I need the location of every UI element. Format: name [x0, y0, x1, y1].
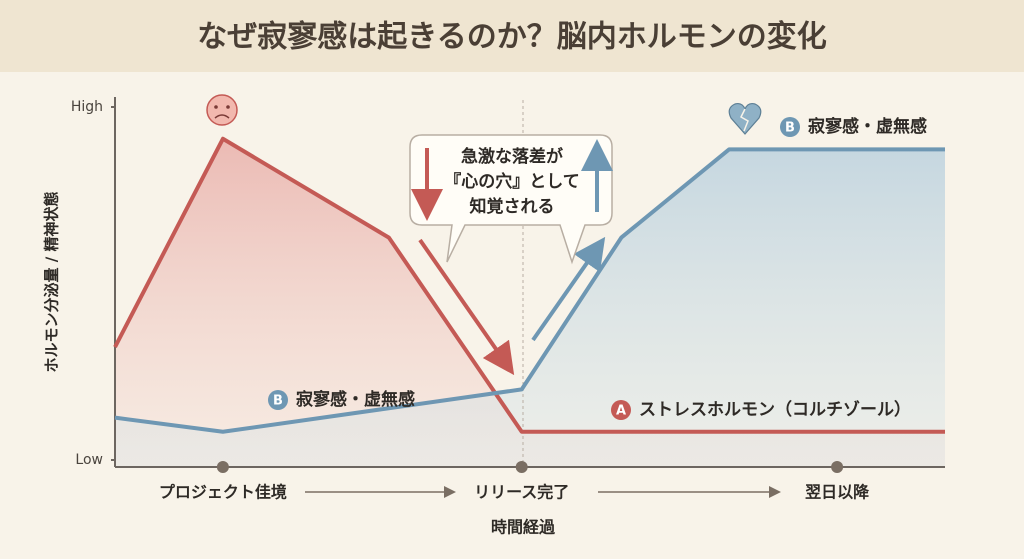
legend-badge: [611, 400, 631, 420]
plot: [115, 138, 945, 468]
series-line: [114, 147, 945, 434]
series-line: [113, 136, 945, 434]
legend-badge: [780, 117, 800, 137]
annotation: 急激な落差が: [461, 146, 563, 167]
x-tick: [515, 461, 528, 473]
y-tick-label: Low: [75, 452, 103, 468]
legend-badge: [268, 390, 288, 410]
sad-face-icon: [206, 94, 238, 126]
legend-label: 寂寥感・虚無感: [296, 389, 415, 410]
x-tick-label: プロジェクト佳境: [159, 483, 287, 502]
series-area: [115, 149, 945, 468]
y-tick-label: High: [71, 99, 103, 115]
x-tick-label: 翌日以降: [805, 483, 870, 502]
annotation: 『心の穴』として: [444, 171, 580, 192]
rise-arrow: [531, 236, 606, 342]
legend-badge-text: B: [785, 121, 795, 136]
legend-label: 寂寥感・虚無感: [808, 116, 927, 137]
legend-badge-text: A: [616, 404, 626, 419]
callout: [409, 134, 613, 265]
x-axis-label: 時間経過: [491, 518, 556, 537]
chart-title: なぜ寂寥感は起きるのか？脳内ホルモンの変化: [197, 20, 826, 55]
annotation: 知覚される: [469, 196, 555, 217]
x-tick-label: リリース完了: [474, 483, 569, 502]
series-area: [115, 138, 945, 467]
legend-label: ストレスホルモン（コルチゾール）: [639, 399, 911, 420]
drop-arrow: [418, 238, 515, 376]
x-tick: [216, 461, 229, 473]
x-tick: [831, 461, 844, 473]
y-axis-label: ホルモン分泌量 / 精神状態: [43, 192, 61, 373]
broken-heart-icon: [728, 102, 762, 135]
legend-badge-text: B: [273, 394, 283, 409]
title-bar: [0, 0, 1024, 72]
